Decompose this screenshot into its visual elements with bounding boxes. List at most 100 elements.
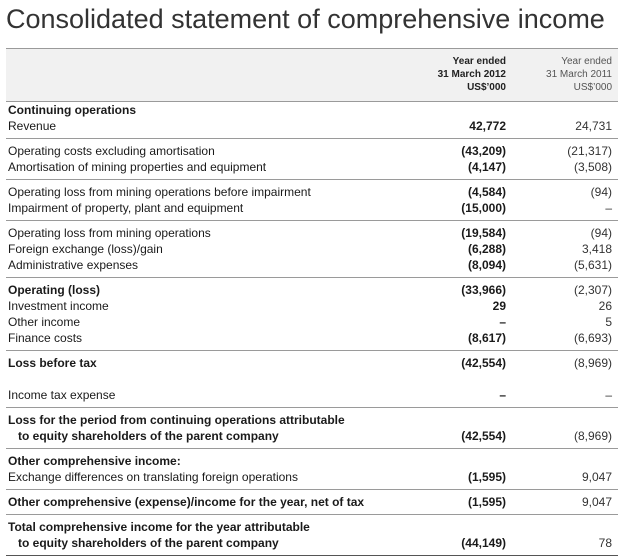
- column-header: Year ended 31 March 2012 US$’000 Year en…: [6, 48, 618, 102]
- row-label: Operating loss from mining operations: [8, 226, 211, 240]
- row-label: Total comprehensive income for the year …: [8, 520, 310, 534]
- value-2011: –: [605, 201, 612, 215]
- value-2011: (8,969): [573, 356, 612, 370]
- value-2012: (42,554): [461, 356, 506, 370]
- value-2011: 24,731: [575, 119, 612, 133]
- row-label: Revenue: [8, 119, 57, 133]
- row-label: Continuing operations: [8, 103, 136, 117]
- table-row: Operating (loss) (33,966) (2,307): [6, 282, 618, 298]
- row-divider: [6, 489, 618, 490]
- column-header-2011: Year ended 31 March 2011 US$’000: [546, 55, 612, 94]
- row-label: Loss before tax: [8, 356, 97, 370]
- column-header-line: US$’000: [467, 82, 506, 93]
- value-2011: 5: [605, 315, 612, 329]
- table-row: Finance costs (8,617) (6,693): [6, 330, 618, 346]
- table-row: to equity shareholders of the parent com…: [6, 535, 618, 551]
- value-2012: (15,000): [461, 201, 506, 215]
- value-2012: (8,094): [467, 258, 506, 272]
- table-row: Other comprehensive (expense)/income for…: [6, 494, 618, 510]
- row-divider: [6, 448, 618, 449]
- value-2012: (42,554): [461, 429, 506, 443]
- value-2011: (5,631): [573, 258, 612, 272]
- row-label: Finance costs: [8, 331, 83, 345]
- row-label: Foreign exchange (loss)/gain: [8, 242, 163, 256]
- table-row: Operating loss from mining operations (19…: [6, 225, 618, 241]
- value-2012: (4,147): [467, 160, 506, 174]
- table-row: Investment income 29 26: [6, 298, 618, 314]
- column-header-line: Year ended: [452, 56, 506, 67]
- value-2012: (1,595): [467, 470, 506, 484]
- row-divider: [6, 514, 618, 515]
- table-row: Operating costs excluding amortisation (4…: [6, 143, 618, 159]
- value-2012: 42,772: [469, 119, 506, 133]
- table-row: Continuing operations: [6, 102, 618, 118]
- row-label: Operating costs excluding amortisation: [8, 144, 215, 158]
- value-2012: (33,966): [461, 283, 506, 297]
- value-2012: (44,149): [461, 536, 506, 550]
- table-row: Other comprehensive income:: [6, 453, 618, 469]
- row-divider: [6, 350, 618, 351]
- value-2011: (94): [590, 226, 612, 240]
- column-header-line: Year ended: [561, 56, 612, 67]
- value-2012: (8,617): [467, 331, 506, 345]
- value-2011: 9,047: [581, 495, 612, 509]
- value-2011: (8,969): [573, 429, 612, 443]
- row-label: Investment income: [8, 299, 109, 313]
- row-divider: [6, 277, 618, 278]
- row-label: Operating loss from mining operations be…: [8, 185, 311, 199]
- column-header-line: 31 March 2012: [437, 69, 506, 80]
- row-label: Other comprehensive income:: [8, 454, 181, 468]
- table-row: Other income – 5: [6, 314, 618, 330]
- table-row: [6, 371, 618, 387]
- statement-page: Consolidated statement of comprehensive …: [6, 4, 618, 556]
- value-2012: (43,209): [461, 144, 506, 158]
- statement-table: Continuing operations Revenue 42,772 24,731…: [6, 100, 618, 556]
- row-divider: [6, 138, 618, 139]
- table-row: Revenue 42,772 24,731: [6, 118, 618, 134]
- value-2011: (21,317): [567, 144, 612, 158]
- value-2011: (6,693): [573, 331, 612, 345]
- value-2011: 9,047: [581, 470, 612, 484]
- value-2012: (19,584): [461, 226, 506, 240]
- table-row: Income tax expense – –: [6, 387, 618, 403]
- table-row: Total comprehensive income for the year …: [6, 519, 618, 535]
- table-row: Loss for the period from continuing oper…: [6, 412, 618, 428]
- page-title: Consolidated statement of comprehensive …: [6, 4, 605, 34]
- row-label: Income tax expense: [8, 388, 116, 402]
- table-row: to equity shareholders of the parent com…: [6, 428, 618, 444]
- table-row: Impairment of property, plant and equipm…: [6, 200, 618, 216]
- value-2012: –: [499, 388, 506, 402]
- column-header-2012: Year ended 31 March 2012 US$’000: [438, 55, 506, 94]
- value-2012: (6,288): [467, 242, 506, 256]
- row-divider: [6, 179, 618, 180]
- column-header-line: US$’000: [573, 82, 612, 93]
- value-2011: (94): [590, 185, 612, 199]
- table-row: Administrative expenses (8,094) (5,631): [6, 257, 618, 273]
- value-2011: (3,508): [573, 160, 612, 174]
- column-header-line: 31 March 2011: [546, 69, 612, 80]
- table-row: Amortisation of mining properties and eq…: [6, 159, 618, 175]
- row-label: Amortisation of mining properties and eq…: [8, 160, 267, 174]
- value-2011: 78: [598, 536, 612, 550]
- row-label: Loss for the period from continuing oper…: [8, 413, 345, 427]
- table-row: Loss before tax (42,554) (8,969): [6, 355, 618, 371]
- value-2011: 3,418: [581, 242, 612, 256]
- row-label: to equity shareholders of the parent com…: [18, 536, 279, 550]
- value-2011: –: [605, 388, 612, 402]
- row-label: Impairment of property, plant and equipm…: [8, 201, 244, 215]
- row-label: to equity shareholders of the parent com…: [18, 429, 279, 443]
- table-row: Foreign exchange (loss)/gain (6,288) 3,418: [6, 241, 618, 257]
- row-label: Other comprehensive (expense)/income for…: [8, 495, 365, 509]
- table-row: Exchange differences on translating fore…: [6, 469, 618, 485]
- value-2012: (1,595): [467, 495, 506, 509]
- value-2012: –: [499, 315, 506, 329]
- row-label: Other income: [8, 315, 81, 329]
- row-label: Administrative expenses: [8, 258, 139, 272]
- value-2011: (2,307): [573, 283, 612, 297]
- value-2012: 29: [492, 299, 506, 313]
- row-divider: [6, 220, 618, 221]
- value-2012: (4,584): [467, 185, 506, 199]
- table-row: Operating loss from mining operations be…: [6, 184, 618, 200]
- row-divider: [6, 407, 618, 408]
- row-label: Operating (loss): [8, 283, 101, 297]
